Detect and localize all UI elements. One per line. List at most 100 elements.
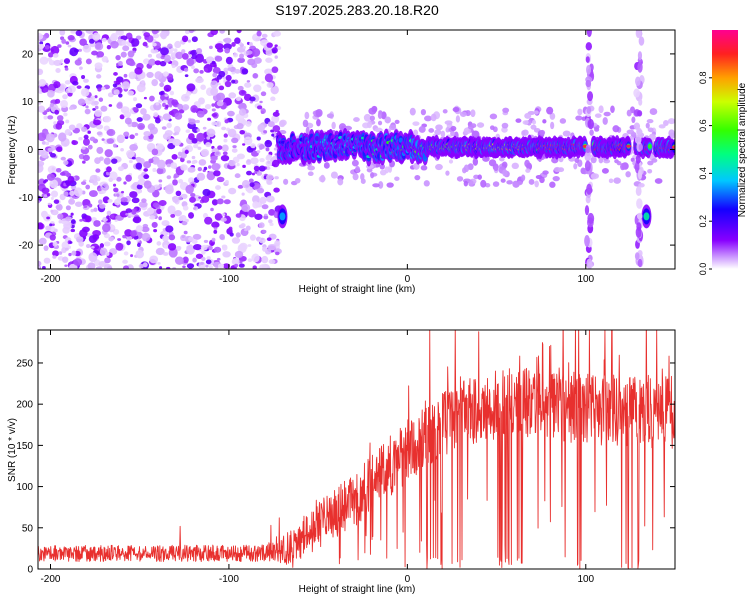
spectrogram-noise-cell [413, 129, 419, 137]
spectrogram-noise-cell [59, 30, 66, 36]
spectrogram-noise-cell [270, 96, 276, 102]
spectrogram-noise-cell [128, 159, 133, 164]
spectrogram-noise-cell [105, 251, 110, 256]
spectrogram-noise-cell [96, 74, 102, 79]
colorbar-tick-label: 0.8 [698, 72, 708, 85]
spectrogram-noise-cell [211, 237, 216, 242]
spectrogram-noise-cell [115, 30, 124, 36]
spectrogram-noise-cell [210, 155, 218, 161]
spectrogram-noise-cell [173, 48, 178, 53]
spectrogram-noise-cell [50, 190, 59, 198]
spectrogram-noise-cell [188, 30, 195, 34]
spectrogram-noise-cell [575, 115, 583, 121]
spectrogram-noise-cell [196, 172, 206, 181]
spectrogram-noise-cell [88, 190, 98, 197]
spectrogram-noise-cell [204, 216, 213, 225]
spectrogram-noise-cell [152, 42, 157, 47]
spectrogram-noise-cell [116, 102, 123, 109]
spectrogram-noise-cell [113, 143, 117, 148]
spectrogram-noise-cell [172, 179, 178, 186]
spectrogram-noise-cell [42, 87, 49, 93]
spectrogram-noise-cell [62, 256, 69, 263]
spectrogram-noise-cell [241, 203, 251, 212]
colorbar-tick-label: 0.2 [698, 215, 708, 228]
spectrogram-noise-cell [125, 149, 135, 158]
spectrogram-noise-cell [137, 243, 141, 248]
spectrogram-noise-cell [173, 132, 177, 136]
spectrogram-noise-cell [134, 67, 143, 75]
spectrogram-noise-cell [549, 181, 556, 188]
spectrogram-noise-cell [307, 165, 315, 171]
spectrogram-noise-cell [87, 144, 93, 150]
spectrogram-stripe-cell [634, 252, 640, 261]
spectrogram-noise-cell [61, 38, 67, 44]
spectrogram-noise-cell [143, 168, 149, 172]
spectrogram-stripe-cell [633, 88, 641, 98]
spectrogram-noise-cell [125, 208, 133, 213]
spectrogram-noise-cell [221, 144, 229, 152]
spectrogram-noise-cell [156, 167, 164, 175]
spectrogram-noise-cell [81, 126, 88, 132]
spectrogram-ridge-cell [398, 137, 403, 143]
spectrogram-noise-cell [68, 252, 72, 257]
spectrogram-noise-cell [186, 58, 195, 67]
spectrogram-noise-cell [253, 84, 262, 93]
spectrogram-noise-cell [186, 83, 196, 92]
spectrogram-noise-cell [264, 73, 274, 83]
spectrogram-noise-cell [213, 170, 221, 177]
spectrogram-noise-cell [175, 51, 184, 60]
spectrogram-noise-cell [236, 162, 240, 167]
spectrogram-noise-cell [258, 165, 266, 172]
spectrogram-noise-cell [104, 241, 111, 247]
spectrogram-noise-cell [647, 168, 653, 174]
spectrogram-noise-cell [603, 111, 611, 117]
spectrogram-noise-cell [180, 234, 187, 242]
spectrogram-noise-cell [145, 175, 149, 178]
spectrogram-noise-cell [186, 245, 192, 250]
spectrogram-noise-cell [106, 166, 112, 173]
spectrogram-noise-cell [107, 199, 113, 203]
spectrogram-noise-cell [320, 174, 326, 183]
spectrogram-noise-cell [172, 195, 179, 203]
spectrogram-noise-cell [100, 105, 108, 112]
spectrogram-noise-cell [41, 187, 50, 194]
spectrogram-noise-cell [501, 122, 509, 129]
spectrogram-noise-cell [73, 258, 83, 266]
spectrogram-noise-cell [126, 240, 131, 246]
spectrogram-noise-cell [539, 129, 546, 136]
spectrogram-noise-cell [154, 117, 161, 124]
spectrogram-noise-cell [75, 30, 83, 37]
spectrogram-noise-cell [106, 138, 115, 144]
spectrogram-noise-cell [524, 159, 530, 168]
spectrogram-noise-cell [119, 114, 125, 120]
spectrogram-noise-cell [85, 243, 91, 249]
spectrogram-noise-cell [217, 145, 223, 150]
spectrogram-noise-cell [122, 259, 128, 264]
spectrogram-noise-cell [182, 265, 186, 269]
spectrogram-noise-cell [231, 137, 239, 144]
spectrogram-noise-cell [188, 212, 195, 219]
spectrogram-noise-cell [157, 159, 166, 169]
spectrogram-noise-cell [85, 215, 92, 223]
spectrogram-noise-cell [256, 150, 261, 154]
spectrogram-noise-cell [95, 168, 101, 173]
spectrogram-noise-cell [197, 146, 202, 150]
spectrogram-noise-cell [265, 147, 270, 152]
spectrogram-noise-cell [211, 221, 220, 228]
spectrogram-noise-cell [188, 54, 193, 58]
spectrogram-noise-cell [205, 56, 215, 63]
spectrogram-noise-cell [38, 222, 44, 230]
spectrogram-noise-cell [231, 257, 240, 266]
spectrogram-noise-cell [273, 30, 282, 37]
spectrogram-noise-cell [242, 231, 248, 237]
spectrogram-noise-cell [553, 166, 561, 173]
spectrogram-noise-cell [152, 202, 160, 208]
spectrogram-noise-cell [237, 57, 246, 64]
spectrogram-noise-cell [43, 257, 51, 264]
spectrogram-noise-cell [130, 230, 137, 237]
spectrogram-noise-cell [97, 87, 102, 92]
spectrogram-noise-cell [216, 74, 223, 80]
spectrogram-noise-cell [156, 208, 162, 215]
spectrogram-noise-cell [264, 213, 268, 217]
spectrogram-stripe-cell [586, 183, 592, 195]
